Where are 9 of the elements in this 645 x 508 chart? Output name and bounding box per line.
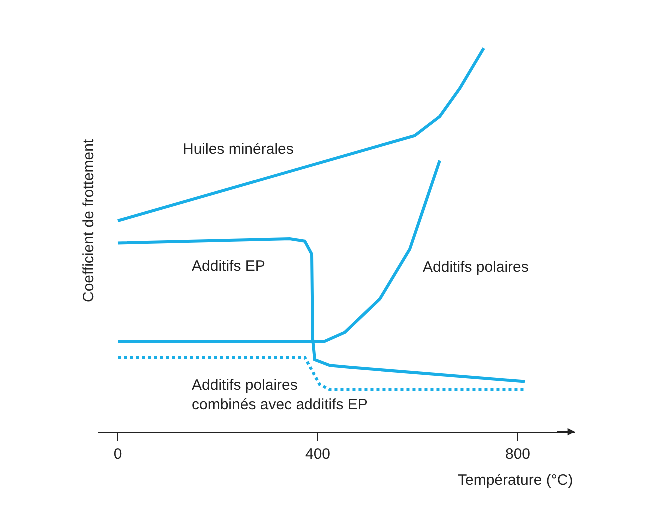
series-label: Additifs polaires combinés avec additifs EP: [192, 377, 368, 414]
y-axis-title: Coefficient de frottement: [80, 138, 98, 302]
x-axis-title: Température (°C): [458, 472, 574, 489]
series-label: Additifs polaires: [423, 259, 529, 276]
series-label: Huiles minérales: [183, 141, 294, 158]
x-tick-label: 0: [114, 446, 122, 464]
series-label: Additifs EP: [192, 258, 266, 275]
x-tick-label: 400: [305, 446, 331, 464]
x-tick-label: 800: [505, 446, 531, 464]
